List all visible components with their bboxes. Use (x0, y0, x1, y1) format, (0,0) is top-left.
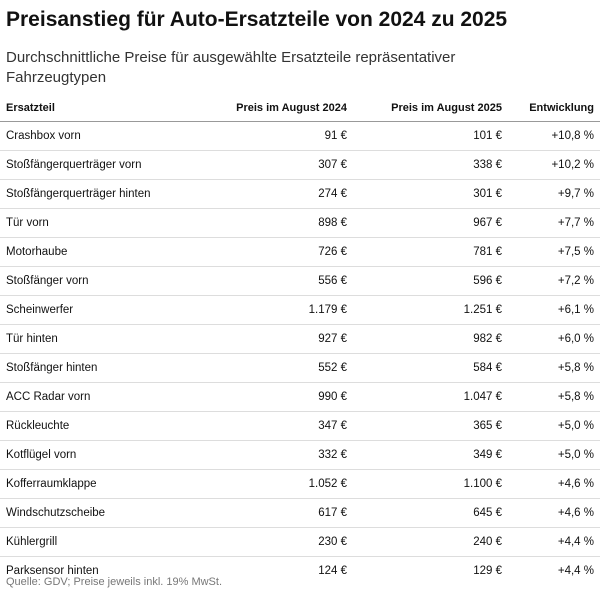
cell: 338 € (473, 159, 502, 171)
title: Preisanstieg für Auto-Ersatzteile von 20… (6, 8, 508, 31)
cell: 982 € (473, 333, 502, 345)
table-row: Windschutzscheibe 617 € 645 € +4,6 % (0, 499, 600, 528)
cell: Kotflügel vorn (6, 449, 77, 461)
table-row: Kofferraumklappe 1.052 € 1.100 € +4,6 % (0, 470, 600, 499)
table-row: Rückleuchte 347 € 365 € +5,0 % (0, 412, 600, 441)
cell: +7,5 % (557, 246, 594, 258)
table-row: Kühlergrill 230 € 240 € +4,4 % (0, 528, 600, 557)
cell: 349 € (473, 449, 502, 461)
cell: 101 € (473, 130, 502, 142)
cell: Stoßfänger hinten (6, 362, 98, 374)
cell: Rückleuchte (6, 420, 70, 432)
cell: 990 € (318, 391, 347, 403)
cell: ACC Radar vorn (6, 391, 91, 403)
cell: +5,0 % (557, 449, 594, 461)
cell: Preis im August 2025 (391, 102, 502, 114)
cell: 898 € (318, 217, 347, 229)
table-row: Stoßfängerquerträger hinten 274 € 301 € +9,… (0, 180, 600, 209)
table-row: Scheinwerfer 1.179 € 1.251 € +6,1 % (0, 296, 600, 325)
table-row: Kotflügel vorn 332 € 349 € +5,0 % (0, 441, 600, 470)
cell: 967 € (473, 217, 502, 229)
cell: +5,0 % (557, 420, 594, 432)
cell: 1.100 € (463, 478, 502, 490)
cell: 274 € (318, 188, 347, 200)
cell: 347 € (318, 420, 347, 432)
cell: 781 € (473, 246, 502, 258)
cell: 1.047 € (463, 391, 502, 403)
cell: +6,0 % (557, 333, 594, 345)
cell: Motorhaube (6, 246, 68, 258)
cell: +10,8 % (551, 130, 594, 142)
cell: 596 € (473, 275, 502, 287)
cell: 556 € (318, 275, 347, 287)
cell: Tür hinten (6, 333, 58, 345)
cell: 1.052 € (308, 478, 347, 490)
table-row: Stoßfänger hinten 552 € 584 € +5,8 % (0, 354, 600, 383)
cell: 91 € (324, 130, 347, 142)
cell: Crashbox vorn (6, 130, 81, 142)
table-row: Tür hinten 927 € 982 € +6,0 % (0, 325, 600, 354)
cell: +6,1 % (557, 304, 594, 316)
cell: Stoßfänger vorn (6, 275, 89, 287)
cell: 332 € (318, 449, 347, 461)
cell: Scheinwerfer (6, 304, 74, 316)
cell: 365 € (473, 420, 502, 432)
cell: Preis im August 2024 (236, 102, 347, 114)
cell: Stoßfängerquerträger vorn (6, 159, 142, 171)
table-row: Stoßfängerquerträger vorn 307 € 338 € +10,2… (0, 151, 600, 180)
table: Ersatzteil Preis im August 2024 Preis im A… (0, 96, 600, 578)
cell: Ersatzteil (6, 102, 55, 114)
cell: Entwicklung (529, 102, 594, 114)
cell: 129 € (473, 565, 502, 577)
cell: 552 € (318, 362, 347, 374)
cell: 645 € (473, 507, 502, 519)
subtitle: Durchschnittliche Preise für ausgewählte… (6, 49, 456, 86)
cell: +4,6 % (557, 478, 594, 490)
cell: +4,4 % (557, 536, 594, 548)
cell: 726 € (318, 246, 347, 258)
cell: 1.179 € (308, 304, 347, 316)
cell: Parksensor hinten (6, 565, 99, 577)
cell: +4,6 % (557, 507, 594, 519)
table-row: Parksensor hinten 124 € 129 € +4,4 % (0, 557, 600, 578)
cell: Kofferraumklappe (6, 478, 97, 490)
cell: 307 € (318, 159, 347, 171)
cell: 584 € (473, 362, 502, 374)
cell: +9,7 % (557, 188, 594, 200)
cell: +5,8 % (557, 391, 594, 403)
cell: +10,2 % (551, 159, 594, 171)
cell: 301 € (473, 188, 502, 200)
cell: 927 € (318, 333, 347, 345)
source: Quelle: GDV; Preise jeweils inkl. 19% Mw… (6, 576, 222, 588)
table-row: Crashbox vorn 91 € 101 € +10,8 % (0, 122, 600, 151)
table-row: Stoßfänger vorn 556 € 596 € +7,2 % (0, 267, 600, 296)
cell: Tür vorn (6, 217, 49, 229)
header-row: Ersatzteil Preis im August 2024 Preis im A… (0, 96, 600, 122)
cell: +4,4 % (557, 565, 594, 577)
cell: 124 € (318, 565, 347, 577)
cell: Stoßfängerquerträger hinten (6, 188, 151, 200)
table-row: ACC Radar vorn 990 € 1.047 € +5,8 % (0, 383, 600, 412)
table-row: Tür vorn 898 € 967 € +7,7 % (0, 209, 600, 238)
cell: 230 € (318, 536, 347, 548)
cell: 617 € (318, 507, 347, 519)
cell: Kühlergrill (6, 536, 58, 548)
cell: 1.251 € (463, 304, 502, 316)
cell: +7,7 % (557, 217, 594, 229)
cell: 240 € (473, 536, 502, 548)
cell: Windschutzscheibe (6, 507, 106, 519)
table-row: Motorhaube 726 € 781 € +7,5 % (0, 238, 600, 267)
cell: +5,8 % (557, 362, 594, 374)
cell: +7,2 % (557, 275, 594, 287)
